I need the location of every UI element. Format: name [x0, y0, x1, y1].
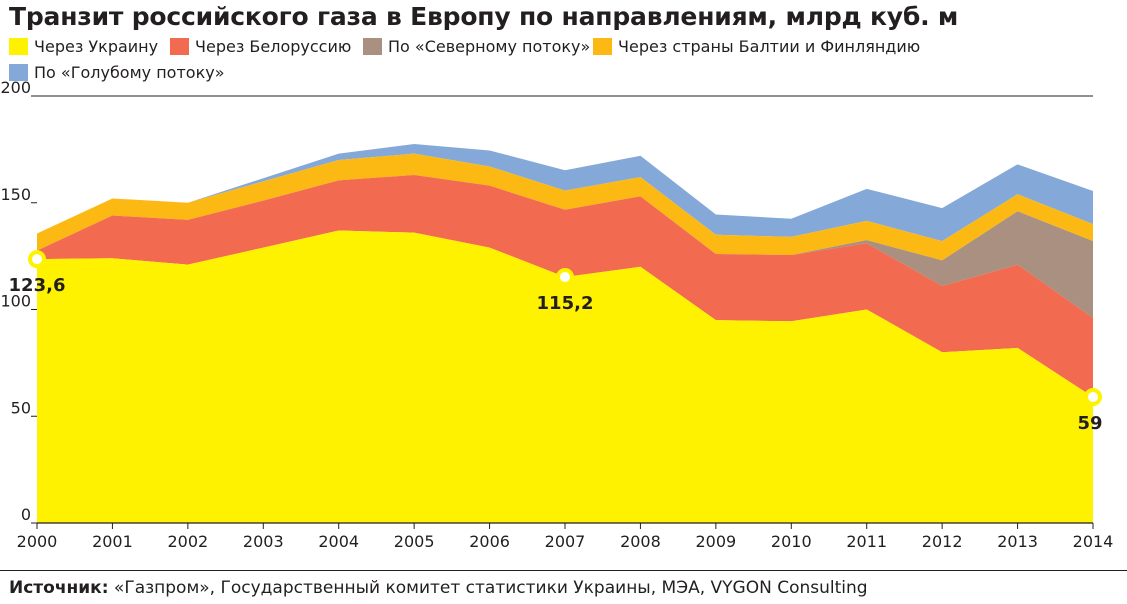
data-label: 115,2 — [537, 293, 594, 314]
y-tick-label: 50 — [11, 398, 31, 417]
area-nord-stream — [37, 175, 1093, 319]
x-tick-label: 2004 — [318, 532, 359, 551]
legend-swatch-blue-stream — [9, 64, 28, 81]
stacked-area-chart: 0 50 100 150 200 2000 2001 2002 2003 2004 2005 2006… — [0, 78, 1114, 551]
data-label: 59 — [1077, 413, 1102, 434]
legend-item-blue-stream: По «Голубому потоку» — [9, 63, 225, 82]
legend-swatch-baltic-finland — [593, 38, 612, 55]
x-tick-label: 2012 — [922, 532, 963, 551]
x-tick-label: 2009 — [695, 532, 736, 551]
legend-item-belarus: Через Белоруссию — [170, 37, 351, 56]
y-tick-label: 100 — [0, 292, 31, 311]
x-tick-label: 2011 — [846, 532, 887, 551]
legend-label-belarus: Через Белоруссию — [195, 37, 352, 56]
area-belarus — [37, 175, 1093, 398]
x-tick-label: 2002 — [167, 532, 208, 551]
x-tick-label: 2006 — [469, 532, 510, 551]
data-point-marker — [556, 268, 574, 287]
y-tick-label: 0 — [21, 505, 31, 524]
legend-label-ukraine: Через Украину — [34, 37, 159, 56]
y-tick-label: 200 — [0, 78, 31, 97]
data-point-marker — [1084, 388, 1102, 407]
x-tick-label: 2014 — [1073, 532, 1114, 551]
x-tick-label: 2005 — [394, 532, 435, 551]
legend-label-nord-stream: По «Северному потоку» — [388, 37, 591, 56]
x-tick-label: 2010 — [771, 532, 812, 551]
legend-swatch-belarus — [170, 38, 189, 55]
x-tick-label: 2001 — [92, 532, 133, 551]
legend-label-baltic-finland: Через страны Балтии и Финляндию — [618, 37, 921, 56]
area-blue-stream — [37, 144, 1093, 242]
x-tick-label: 2000 — [17, 532, 58, 551]
x-tick-label: 2007 — [545, 532, 586, 551]
legend-item-ukraine: Через Украину — [9, 37, 158, 56]
legend-label-blue-stream: По «Голубому потоку» — [34, 63, 225, 82]
legend-item-nord-stream: По «Северному потоку» — [363, 37, 590, 56]
data-label: 123,6 — [9, 275, 66, 296]
x-tick-label: 2013 — [997, 532, 1038, 551]
source-note: Источник: «Газпром», Государственный ком… — [9, 578, 868, 598]
x-tick-label: 2003 — [243, 532, 284, 551]
source-text: «Газпром», Государственный комитет стати… — [113, 578, 868, 598]
data-point-marker — [28, 250, 46, 269]
source-divider — [0, 570, 1127, 571]
y-tick-label: 150 — [0, 185, 31, 204]
legend-item-baltic-finland: Через страны Балтии и Финляндию — [593, 37, 920, 56]
area-ukraine — [37, 230, 1093, 523]
chart-title: Транзит российского газа в Европу по нап… — [9, 2, 959, 31]
legend-swatch-ukraine — [9, 38, 28, 55]
legend-swatch-nord-stream — [363, 38, 382, 55]
area-baltic-finland — [37, 153, 1093, 261]
x-tick-label: 2008 — [620, 532, 661, 551]
source-label: Источник: — [9, 578, 109, 598]
